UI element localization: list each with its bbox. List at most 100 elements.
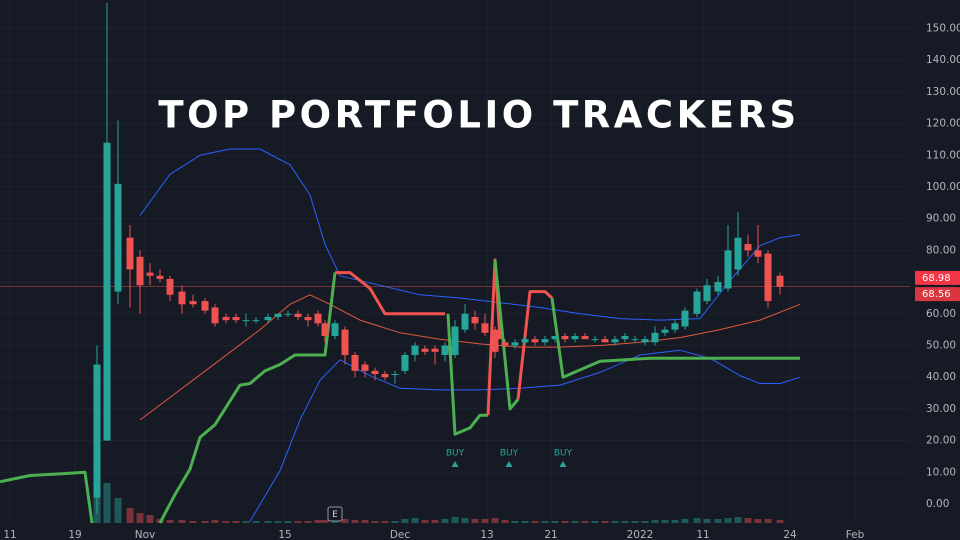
volume-bar	[401, 519, 409, 523]
candle-body	[431, 348, 439, 352]
candle-body	[681, 310, 689, 327]
candle-body	[189, 301, 197, 305]
volume-bar	[411, 518, 419, 523]
indicator-line	[139, 294, 801, 421]
volume-bar	[201, 521, 209, 523]
volume-bar	[541, 521, 549, 523]
candle-body	[651, 332, 659, 343]
indicator-line	[335, 271, 445, 316]
line-layer: BUY BUY BUY	[0, 148, 910, 524]
candle-body	[551, 335, 559, 340]
candle-body	[391, 374, 399, 376]
signal-label: BUY	[554, 449, 573, 459]
x-tick-label: 2022	[627, 529, 654, 540]
volume-bar	[764, 519, 772, 523]
x-tick-label: 11	[3, 529, 16, 540]
x-tick-label: 13	[480, 529, 493, 540]
volume-bar	[371, 521, 379, 523]
volume-bar	[631, 521, 639, 523]
candle-body	[703, 285, 711, 302]
candle-body	[776, 275, 784, 287]
volume-bar	[776, 520, 784, 523]
volume-bar	[341, 519, 349, 523]
volume-bar	[581, 521, 589, 523]
axis-panel	[915, 0, 960, 540]
candle-body	[242, 320, 250, 322]
candle-body	[136, 256, 144, 286]
y-tick-label: 10.00	[926, 466, 956, 478]
volume-bar	[304, 521, 312, 523]
volume-bar	[501, 520, 509, 523]
signal-arrow	[451, 461, 459, 467]
candle-layer	[93, 3, 784, 514]
volume-bar	[431, 520, 439, 523]
volume-bar	[178, 520, 186, 523]
candle-body	[764, 253, 772, 302]
candle-body	[693, 291, 701, 314]
volume-bar	[551, 521, 559, 523]
candle-body	[601, 339, 609, 343]
candle-body	[103, 142, 111, 441]
y-tick-label: 100.00	[926, 181, 960, 193]
candle-body	[481, 323, 489, 333]
volume-bar	[571, 521, 579, 523]
candle-body	[232, 316, 240, 321]
volume-bar	[103, 483, 111, 523]
x-tick-label: Dec	[390, 529, 411, 540]
volume-bar	[232, 521, 240, 523]
volume-bar	[561, 521, 569, 523]
indicator-line	[249, 349, 801, 522]
candle-body	[471, 316, 479, 324]
indicator-line	[493, 259, 520, 411]
candle-body	[421, 348, 429, 352]
x-tick-label: 24	[783, 529, 797, 540]
candle-body	[744, 244, 752, 251]
y-tick-label: 30.00	[926, 403, 956, 415]
candle-body	[724, 250, 732, 289]
volume-bar	[611, 521, 619, 523]
price-label-box	[915, 287, 960, 302]
y-tick-label: 20.00	[926, 435, 956, 447]
candle-body	[591, 339, 599, 341]
volume-bar	[734, 517, 742, 523]
candle-body	[361, 364, 369, 371]
y-tick-label: 50.00	[926, 339, 956, 351]
volume-bar	[661, 520, 669, 523]
volume-bar	[671, 520, 679, 523]
y-tick-label: 110.00	[926, 149, 960, 161]
candle-body	[284, 313, 292, 315]
event-label: E	[332, 510, 338, 520]
candle-body	[491, 329, 499, 352]
candle-body	[222, 316, 230, 321]
candle-body	[754, 250, 762, 257]
x-tick-label: 11	[696, 529, 709, 540]
volume-bar	[491, 518, 499, 523]
candle-body	[411, 345, 419, 356]
volume-bar	[252, 521, 260, 523]
indicator-line	[0, 470, 94, 524]
volume-bar	[146, 515, 154, 523]
indicator-line	[516, 290, 554, 400]
price-label-box	[915, 270, 960, 285]
candle-body	[93, 364, 101, 498]
y-tick-label: 40.00	[926, 371, 956, 383]
candle-body	[264, 316, 272, 321]
x-tick-label: Nov	[135, 529, 156, 540]
volume-bar	[754, 519, 762, 523]
volume-bar	[703, 519, 711, 523]
candle-body	[156, 275, 164, 279]
candle-body	[211, 307, 219, 324]
volume-bar	[521, 521, 529, 523]
grid-layer	[0, 0, 910, 523]
volume-bar	[481, 519, 489, 523]
candle-body	[401, 355, 409, 371]
chart-title: TOP PORTFOLIO TRACKERS	[158, 94, 799, 137]
price-label: 68.56	[922, 289, 951, 300]
volume-bar	[314, 520, 322, 523]
volume-bar	[461, 518, 469, 523]
candle-body	[521, 339, 529, 343]
y-tick-label: 80.00	[926, 244, 956, 256]
y-tick-label: 0.00	[926, 498, 949, 510]
candle-body	[294, 313, 302, 317]
candle-body	[641, 339, 649, 343]
